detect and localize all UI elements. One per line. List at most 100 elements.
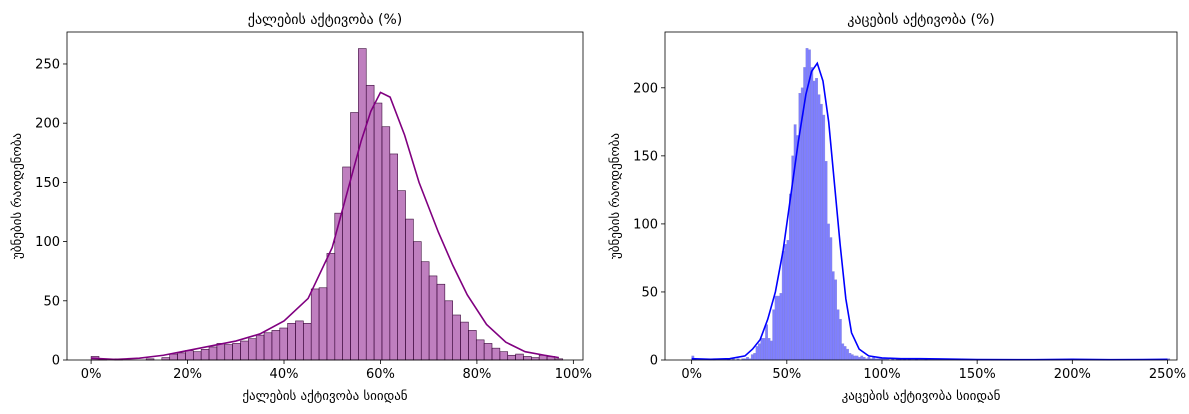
bar xyxy=(303,322,312,361)
bar xyxy=(271,330,281,361)
plot-area xyxy=(665,32,1177,360)
x-tick-label: 100% xyxy=(863,367,900,382)
y-tick-label: 50 xyxy=(43,294,60,309)
bar xyxy=(208,346,218,361)
chart-panel-1: 0% 20% 40% 60% 80% 100% 0 50 100 150 200 250 ქალების… xyxy=(10,12,592,404)
bar xyxy=(169,353,178,361)
kde-line xyxy=(691,61,1168,361)
bar xyxy=(765,324,768,361)
bar xyxy=(855,355,859,361)
y-tick-label: 200 xyxy=(35,117,60,132)
bar xyxy=(846,348,849,361)
y-tick-label: 0 xyxy=(650,354,658,369)
bar xyxy=(829,237,833,361)
bar xyxy=(810,67,814,361)
x-tick-label: 20% xyxy=(173,367,202,382)
bar xyxy=(817,94,821,361)
bar xyxy=(834,279,837,361)
bar xyxy=(460,321,469,361)
axes-frame xyxy=(664,31,1178,361)
bar xyxy=(248,338,257,361)
bar xyxy=(857,357,861,361)
bar xyxy=(808,49,811,361)
axes-frame xyxy=(66,31,584,361)
x-tick-label: 50% xyxy=(772,367,801,382)
bar xyxy=(373,102,383,361)
x-tick-label: 100% xyxy=(555,367,592,382)
bar xyxy=(326,253,336,361)
bar xyxy=(358,48,367,361)
bar xyxy=(755,346,759,361)
x-axis-label: კაცების აქტივობა სიიდან xyxy=(842,389,1001,404)
bar xyxy=(468,330,477,361)
bar xyxy=(831,271,835,361)
bar xyxy=(200,349,210,361)
bar xyxy=(872,357,876,361)
bar xyxy=(397,190,406,361)
bar xyxy=(760,338,764,361)
bar xyxy=(318,287,328,361)
bar xyxy=(177,352,186,361)
y-tick-label: 0 xyxy=(52,354,60,369)
bar xyxy=(860,355,864,361)
y-tick-label: 100 xyxy=(633,217,658,232)
x-tick-label: 80% xyxy=(462,367,491,382)
x-tick-label: 150% xyxy=(959,367,996,382)
bar xyxy=(483,343,493,361)
bar xyxy=(420,261,430,361)
x-tick-label: 0% xyxy=(81,367,102,382)
x-tick-label: 200% xyxy=(1054,367,1091,382)
chart-title: კაცების აქტივობა (%) xyxy=(847,12,995,28)
bar xyxy=(365,84,375,361)
bar xyxy=(192,351,202,361)
x-tick-label: 250% xyxy=(1149,367,1186,382)
y-tick-label: 50 xyxy=(641,285,658,300)
bar xyxy=(784,244,788,361)
bar xyxy=(867,357,871,361)
bar xyxy=(224,344,233,361)
y-axis-label: უბნების რაოდენობა xyxy=(608,133,623,259)
bar xyxy=(774,295,778,361)
bar xyxy=(753,352,757,361)
chart-panel-2: 0% 50% 100% 150% 200% 250% 0 50 100 150 200 კაცების… xyxy=(608,12,1186,404)
bar xyxy=(389,153,398,361)
bar xyxy=(800,87,804,361)
bar xyxy=(491,347,501,361)
bar xyxy=(263,332,273,361)
bar xyxy=(515,353,524,361)
bar xyxy=(436,283,446,361)
y-axis-label: უბნების რაოდენობა xyxy=(10,133,25,259)
y-tick-label: 150 xyxy=(35,176,60,191)
x-tick-label: 0% xyxy=(681,367,702,382)
bar xyxy=(381,126,391,361)
bar xyxy=(836,309,840,361)
bar xyxy=(822,114,826,361)
bar xyxy=(819,103,823,361)
bar xyxy=(255,334,265,361)
bar xyxy=(815,78,818,361)
bar xyxy=(838,318,842,361)
bar xyxy=(523,356,532,361)
y-tick-label: 100 xyxy=(35,235,60,250)
bar xyxy=(758,343,761,361)
bar xyxy=(850,354,854,361)
bar xyxy=(812,80,816,361)
bar xyxy=(767,338,771,361)
bar xyxy=(405,218,414,361)
kde-line xyxy=(91,91,560,361)
y-tick-label: 200 xyxy=(633,81,658,96)
bar xyxy=(750,354,754,361)
bar xyxy=(428,275,438,361)
bars xyxy=(90,48,564,361)
x-axis-label: ქალების აქტივობა სიიდან xyxy=(242,389,407,404)
bar xyxy=(444,300,453,361)
bar xyxy=(827,223,830,361)
bar xyxy=(350,112,359,361)
bar xyxy=(475,339,485,361)
bar xyxy=(310,288,320,361)
bar xyxy=(279,327,288,361)
bar xyxy=(185,350,194,361)
bar xyxy=(786,240,790,361)
bar xyxy=(781,250,785,361)
bar xyxy=(746,357,749,361)
